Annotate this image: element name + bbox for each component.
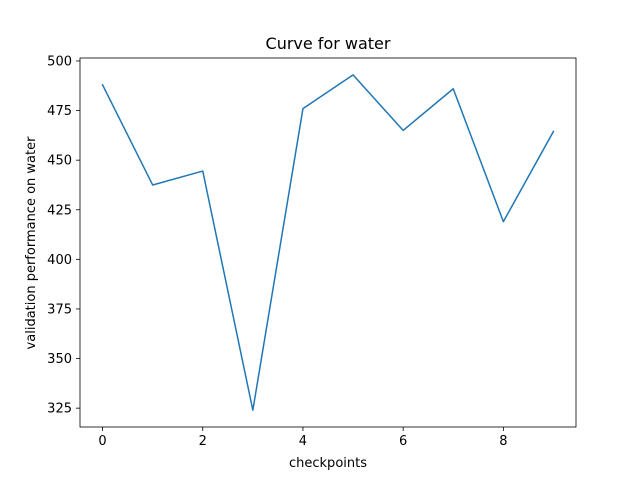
axes-frame xyxy=(79,57,577,428)
y-tick-label: 325 xyxy=(47,402,72,417)
series-line-0 xyxy=(101,74,555,411)
x-axis-label: checkpoints xyxy=(289,456,367,471)
chart-title: Curve for water xyxy=(266,34,391,53)
y-tick-label: 375 xyxy=(47,302,72,317)
plot-area: 0 2 4 6 8 325 350 375 400 425 450 475 500 xyxy=(47,54,577,449)
x-tick-label: 6 xyxy=(399,434,407,449)
x-tick-label: 8 xyxy=(499,434,507,449)
y-tick-label: 475 xyxy=(47,104,72,119)
y-tick-label: 500 xyxy=(47,54,72,69)
y-tick-label: 350 xyxy=(47,352,72,367)
y-axis-label: validation performance on water xyxy=(24,136,39,350)
y-tick-label: 425 xyxy=(47,203,72,218)
x-tick-label: 2 xyxy=(199,434,207,449)
x-tick-label: 4 xyxy=(299,434,307,449)
y-tick-label: 400 xyxy=(47,253,72,268)
y-tick-label: 450 xyxy=(47,154,72,169)
x-tick-label: 0 xyxy=(98,434,106,449)
